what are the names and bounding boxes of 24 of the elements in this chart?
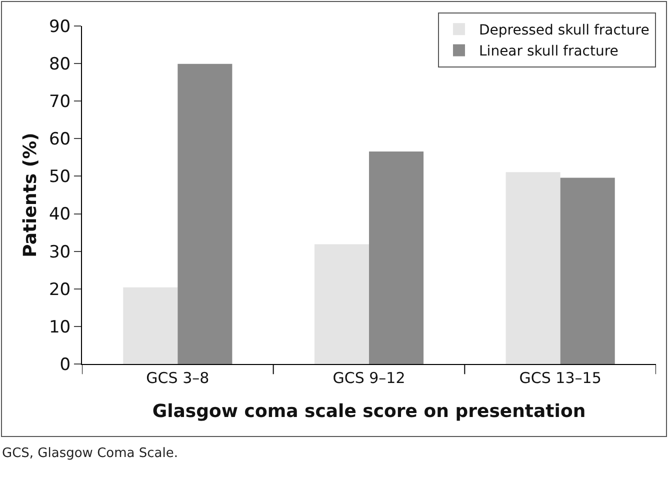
bar [369, 151, 424, 364]
x-tick-label: GCS 3–8 [146, 369, 210, 387]
bar [178, 64, 232, 364]
legend-label: Linear skull fracture [479, 44, 618, 60]
x-tick-label: GCS 13–15 [519, 369, 602, 387]
y-tick-label: 70 [48, 92, 71, 112]
bar [314, 244, 369, 364]
x-tick-label: GCS 9–12 [332, 369, 406, 387]
y-tick-label: 10 [48, 317, 71, 338]
y-tick-label: 60 [48, 130, 71, 150]
y-tick-label: 50 [48, 167, 71, 188]
y-tick-label: 80 [48, 54, 71, 75]
bar [560, 178, 615, 364]
y-axis-title: Patients (%) [20, 132, 41, 258]
y-tick-label: 20 [48, 280, 71, 300]
y-tick-label: 30 [48, 242, 71, 262]
legend-label: Depressed skull fracture [479, 22, 650, 39]
text: GCS, Glasgow Coma Scale. [2, 446, 178, 461]
y-tick-label: 0 [60, 354, 71, 375]
y-tick-label: 90 [48, 16, 71, 37]
y-tick-label: 40 [48, 204, 71, 225]
x-axis-title: Glasgow coma scale score on presentation [152, 401, 586, 422]
bar [506, 172, 560, 364]
bar [123, 287, 178, 364]
